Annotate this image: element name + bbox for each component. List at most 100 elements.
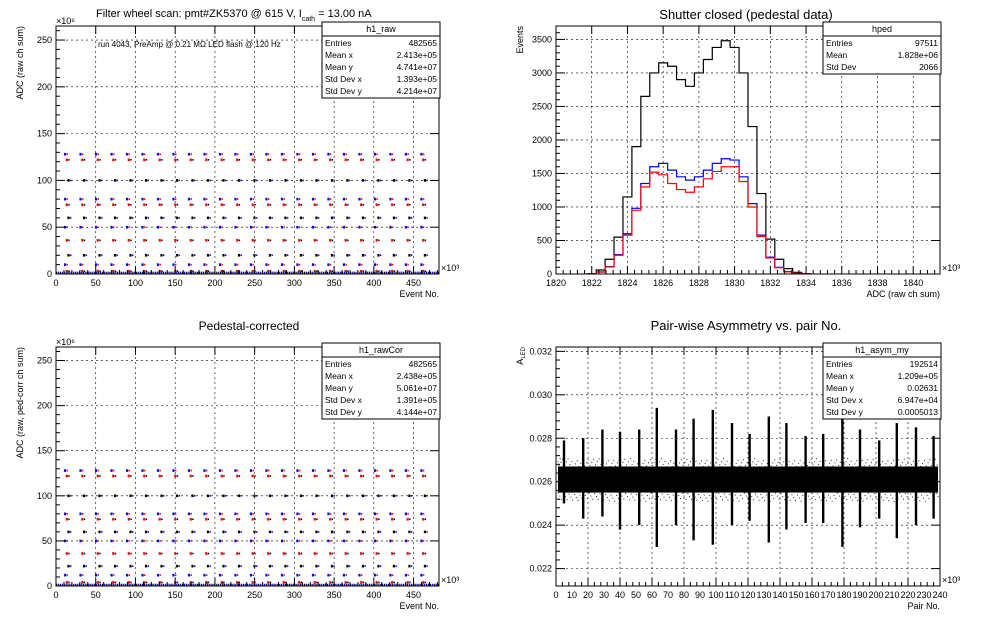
- data-point: [209, 531, 211, 533]
- data-point: [280, 197, 284, 201]
- data-point: [669, 460, 671, 462]
- data-point: [63, 469, 67, 472]
- data-point: [344, 474, 347, 478]
- data-point: [132, 495, 134, 497]
- data-point: [418, 583, 420, 586]
- tick-label-x: 1820: [546, 278, 566, 288]
- data-point: [96, 271, 98, 274]
- data-point: [130, 552, 132, 555]
- data-point: [124, 583, 126, 586]
- data-point: [145, 475, 148, 477]
- data-point: [172, 573, 175, 577]
- data-point: [828, 462, 830, 464]
- data-point: [107, 271, 109, 274]
- data-point: [409, 239, 411, 242]
- data-point: [363, 271, 365, 274]
- data-point: [392, 253, 396, 257]
- data-point: [661, 493, 663, 495]
- data-point: [392, 564, 396, 568]
- data-point: [249, 512, 253, 516]
- data-point: [288, 271, 290, 274]
- stats-row-value: 4.144e+07: [397, 407, 438, 417]
- tick-label-y: 150: [37, 129, 52, 139]
- data-point: [930, 492, 932, 494]
- asymmetry-spike-9: [730, 423, 734, 526]
- data-point: [373, 469, 377, 472]
- data-point: [420, 469, 423, 472]
- data-point: [199, 271, 201, 274]
- data-point: [643, 497, 645, 499]
- data-point: [718, 493, 720, 494]
- data-point: [424, 552, 427, 555]
- data-point: [758, 499, 760, 501]
- data-point: [120, 583, 123, 586]
- data-point: [192, 239, 194, 242]
- tick-label-x: 200: [207, 278, 222, 288]
- data-point: [67, 530, 70, 534]
- data-point: [251, 474, 254, 478]
- data-point: [190, 574, 192, 576]
- data-point: [271, 531, 273, 533]
- data-point: [205, 226, 208, 229]
- data-point: [736, 497, 738, 499]
- data-point: [176, 239, 179, 242]
- data-point: [606, 463, 607, 465]
- data-point: [670, 500, 672, 502]
- data-point: [268, 564, 272, 568]
- asymmetry-spike-1: [582, 438, 585, 519]
- data-point: [132, 583, 134, 586]
- data-point: [205, 239, 208, 242]
- data-point: [926, 495, 928, 497]
- data-point: [222, 530, 225, 534]
- data-point: [360, 517, 363, 521]
- data-point: [298, 552, 301, 555]
- data-point: [302, 254, 304, 257]
- data-point: [770, 465, 772, 467]
- data-point: [637, 463, 638, 465]
- data-point: [275, 271, 277, 274]
- data-point: [687, 493, 689, 494]
- data-point: [248, 583, 250, 586]
- data-point: [237, 216, 241, 220]
- data-point: [160, 253, 163, 257]
- data-point: [175, 253, 179, 257]
- data-point: [203, 197, 206, 201]
- data-point: [128, 226, 130, 229]
- data-point: [404, 573, 408, 577]
- data-point: [395, 495, 397, 497]
- data-point: [236, 469, 239, 472]
- data-point: [128, 540, 130, 542]
- data-point: [284, 494, 287, 498]
- data-point: [641, 494, 643, 496]
- data-point: [420, 583, 422, 586]
- data-point: [285, 159, 287, 161]
- data-point: [298, 469, 301, 472]
- data-point: [240, 565, 242, 567]
- data-point: [340, 583, 342, 586]
- data-point: [936, 464, 938, 466]
- data-point: [393, 271, 395, 274]
- data-point: [151, 583, 153, 586]
- data-point: [207, 203, 210, 206]
- data-point: [635, 466, 637, 468]
- data-point: [406, 269, 409, 273]
- data-point: [63, 197, 67, 201]
- data-point: [865, 462, 867, 464]
- data-point: [725, 496, 727, 498]
- data-point: [659, 499, 661, 501]
- data-point: [236, 239, 239, 242]
- data-point: [376, 271, 378, 274]
- data-point: [908, 499, 910, 501]
- data-point: [733, 465, 735, 467]
- data-point: [664, 460, 666, 462]
- data-point: [362, 239, 365, 242]
- data-point: [862, 500, 864, 502]
- stats-row-value: 1.828e+06: [898, 50, 939, 60]
- data-point: [300, 270, 303, 272]
- data-point: [427, 271, 430, 274]
- data-point: [98, 216, 101, 220]
- data-point: [345, 226, 347, 229]
- data-point: [333, 254, 335, 257]
- data-point: [224, 179, 227, 182]
